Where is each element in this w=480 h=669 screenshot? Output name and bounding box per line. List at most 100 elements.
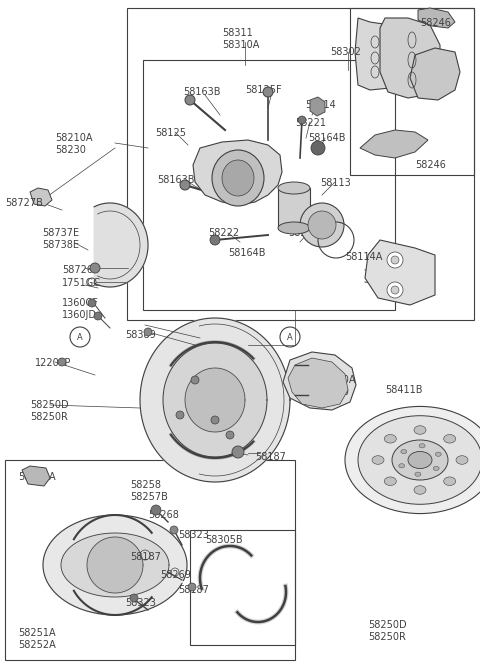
Ellipse shape — [384, 477, 396, 486]
Text: 58305B: 58305B — [205, 535, 242, 545]
Ellipse shape — [415, 472, 421, 476]
Polygon shape — [418, 8, 455, 28]
Text: A: A — [77, 332, 83, 341]
Polygon shape — [355, 18, 405, 90]
Text: 58737E
58738E: 58737E 58738E — [42, 228, 79, 250]
Polygon shape — [278, 188, 310, 228]
Text: 58250D
58250R: 58250D 58250R — [368, 620, 407, 642]
Ellipse shape — [387, 282, 403, 298]
Text: 1751GC: 1751GC — [62, 278, 101, 288]
Text: 58114A: 58114A — [345, 252, 383, 262]
Ellipse shape — [88, 299, 96, 307]
Text: A: A — [287, 332, 293, 341]
Ellipse shape — [387, 252, 403, 268]
Ellipse shape — [401, 450, 407, 454]
Text: 58411B: 58411B — [385, 385, 422, 395]
Ellipse shape — [345, 407, 480, 514]
Polygon shape — [22, 466, 50, 486]
Text: 58251A
58252A: 58251A 58252A — [18, 628, 56, 650]
Ellipse shape — [170, 526, 178, 534]
Ellipse shape — [226, 431, 234, 439]
Text: 58163B: 58163B — [157, 175, 194, 185]
Ellipse shape — [144, 328, 152, 336]
Ellipse shape — [414, 486, 426, 494]
Text: 58268: 58268 — [148, 510, 179, 520]
Text: 58302: 58302 — [330, 47, 361, 57]
Text: 58125F: 58125F — [245, 85, 282, 95]
Ellipse shape — [263, 87, 273, 97]
Ellipse shape — [391, 256, 399, 264]
Ellipse shape — [392, 440, 448, 480]
Ellipse shape — [444, 434, 456, 443]
Text: 58210A
58230: 58210A 58230 — [55, 133, 93, 155]
Text: 58113: 58113 — [320, 178, 351, 188]
Ellipse shape — [185, 95, 195, 105]
Polygon shape — [163, 343, 267, 457]
Polygon shape — [380, 18, 440, 98]
Text: 58164B: 58164B — [228, 248, 265, 258]
Polygon shape — [87, 537, 143, 593]
Ellipse shape — [444, 477, 456, 486]
Text: 58187: 58187 — [255, 452, 286, 462]
Ellipse shape — [94, 312, 102, 320]
Ellipse shape — [58, 358, 66, 366]
Ellipse shape — [300, 203, 344, 247]
Polygon shape — [94, 203, 148, 287]
Polygon shape — [365, 240, 435, 305]
Ellipse shape — [372, 456, 384, 464]
Text: 58246: 58246 — [415, 160, 446, 170]
Text: 58187: 58187 — [178, 585, 209, 595]
Ellipse shape — [391, 286, 399, 294]
Polygon shape — [310, 97, 325, 116]
Ellipse shape — [384, 434, 396, 443]
Ellipse shape — [211, 416, 219, 424]
Ellipse shape — [176, 411, 184, 419]
Ellipse shape — [188, 583, 196, 591]
Text: 58210A
58230: 58210A 58230 — [318, 375, 356, 397]
Ellipse shape — [222, 160, 254, 196]
Text: 58125: 58125 — [155, 128, 186, 138]
Text: 58389: 58389 — [125, 330, 156, 340]
Ellipse shape — [414, 425, 426, 434]
Text: 58222: 58222 — [208, 228, 239, 238]
Polygon shape — [410, 48, 460, 100]
Ellipse shape — [435, 452, 441, 456]
Ellipse shape — [180, 180, 190, 190]
Text: 58269: 58269 — [160, 570, 191, 580]
Ellipse shape — [232, 446, 244, 458]
Polygon shape — [193, 140, 282, 205]
Text: 58221: 58221 — [295, 118, 326, 128]
Text: 58314: 58314 — [305, 100, 336, 110]
Text: 58246: 58246 — [420, 18, 451, 28]
Polygon shape — [185, 368, 245, 432]
Ellipse shape — [278, 182, 310, 194]
Polygon shape — [140, 318, 290, 482]
Text: 58323: 58323 — [178, 530, 209, 540]
Text: 58311
58310A: 58311 58310A — [222, 28, 259, 50]
Text: 58726: 58726 — [62, 265, 93, 275]
Ellipse shape — [456, 456, 468, 464]
Ellipse shape — [151, 505, 161, 515]
Ellipse shape — [191, 376, 199, 384]
Ellipse shape — [311, 141, 325, 155]
Ellipse shape — [358, 415, 480, 504]
Ellipse shape — [433, 466, 439, 470]
Ellipse shape — [210, 235, 220, 245]
Polygon shape — [288, 358, 348, 408]
Text: 1220FP: 1220FP — [35, 358, 72, 368]
Text: 58163B: 58163B — [183, 87, 220, 97]
Ellipse shape — [130, 594, 138, 602]
Polygon shape — [43, 515, 187, 615]
Polygon shape — [61, 533, 169, 597]
Ellipse shape — [212, 150, 264, 206]
Polygon shape — [30, 188, 52, 206]
Text: 58258
58257B: 58258 58257B — [130, 480, 168, 502]
Text: 58323: 58323 — [125, 598, 156, 608]
Text: 58235C: 58235C — [288, 228, 326, 238]
Ellipse shape — [308, 211, 336, 239]
Ellipse shape — [399, 464, 405, 468]
Text: 58250D
58250R: 58250D 58250R — [30, 400, 69, 421]
Text: 1360CF
1360JD: 1360CF 1360JD — [62, 298, 99, 320]
Ellipse shape — [419, 444, 425, 448]
Text: 58187: 58187 — [130, 552, 161, 562]
